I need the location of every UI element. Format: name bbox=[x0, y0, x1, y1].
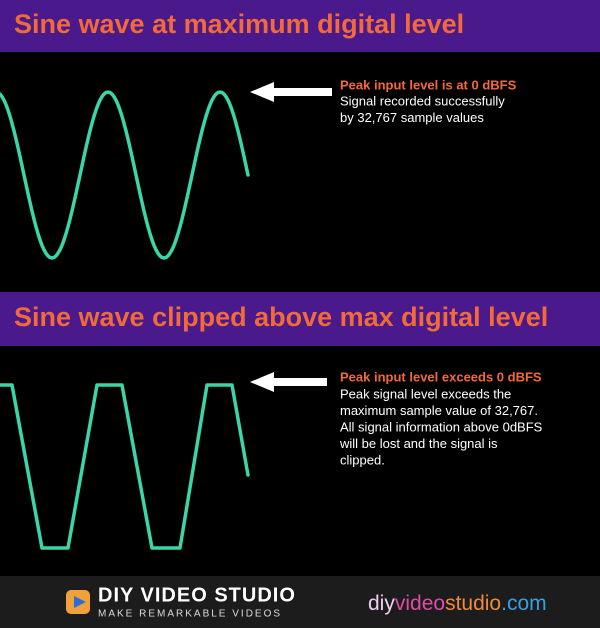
note-line: Peak signal level exceeds the bbox=[340, 386, 511, 401]
arrow bbox=[250, 372, 327, 392]
url-part: studio bbox=[445, 592, 501, 615]
note-line: All signal information above 0dBFS bbox=[340, 419, 543, 434]
note-line: clipped. bbox=[340, 452, 385, 467]
url: diyvideostudio.com bbox=[368, 592, 547, 615]
note-line: Signal recorded successfully bbox=[340, 93, 505, 108]
footer-band bbox=[0, 576, 600, 628]
panel-title: Sine wave clipped above max digital leve… bbox=[14, 302, 548, 332]
title-band bbox=[0, 292, 600, 346]
note-heading: Peak input level exceeds 0 dBFS bbox=[340, 369, 542, 384]
url-part: .com bbox=[501, 592, 547, 615]
brand: DIY VIDEO STUDIO bbox=[98, 584, 296, 606]
note-line: by 32,767 sample values bbox=[340, 110, 484, 125]
note-line: maximum sample value of 32,767. bbox=[340, 403, 538, 418]
tagline: MAKE REMARKABLE VIDEOS bbox=[98, 609, 282, 620]
url-part: video bbox=[395, 592, 445, 615]
url-part: diy bbox=[368, 592, 395, 615]
panel-title: Sine wave at maximum digital level bbox=[14, 9, 464, 39]
note-line: will be lost and the signal is bbox=[339, 436, 498, 451]
title-band bbox=[0, 0, 600, 52]
logo bbox=[66, 590, 90, 614]
arrow bbox=[250, 82, 332, 102]
sine-wave bbox=[0, 90, 250, 260]
clipped-wave bbox=[0, 383, 250, 550]
note-heading: Peak input level is at 0 dBFS bbox=[340, 77, 517, 92]
